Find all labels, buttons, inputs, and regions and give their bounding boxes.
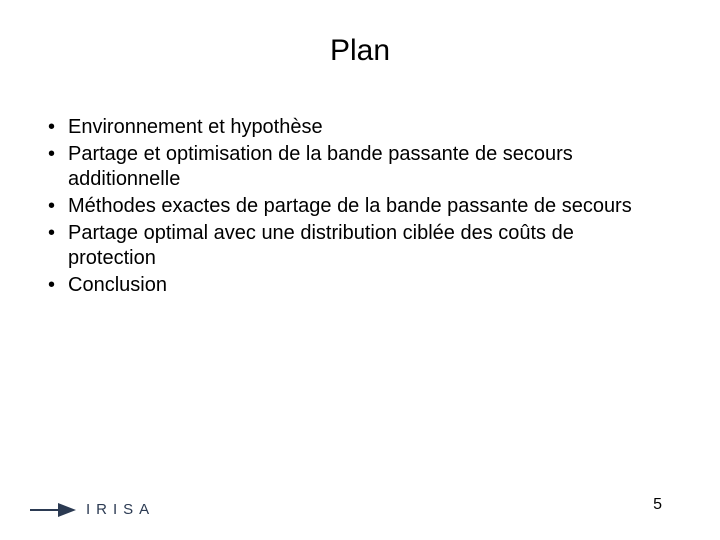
slide: Plan Environnement et hypothèse Partage … [0, 0, 720, 540]
page-number: 5 [653, 496, 662, 514]
bullet-item: Conclusion [40, 273, 660, 298]
bullet-item: Partage optimal avec une distribution ci… [40, 221, 660, 271]
footer: IRISA [30, 501, 155, 518]
bullet-item: Environnement et hypothèse [40, 115, 660, 140]
bullet-item: Partage et optimisation de la bande pass… [40, 142, 660, 192]
slide-title: Plan [0, 34, 720, 68]
bullet-list: Environnement et hypothèse Partage et op… [40, 115, 660, 300]
logo-text: IRISA [86, 501, 155, 518]
logo-mark-icon [30, 503, 76, 517]
bullet-item: Méthodes exactes de partage de la bande … [40, 194, 660, 219]
